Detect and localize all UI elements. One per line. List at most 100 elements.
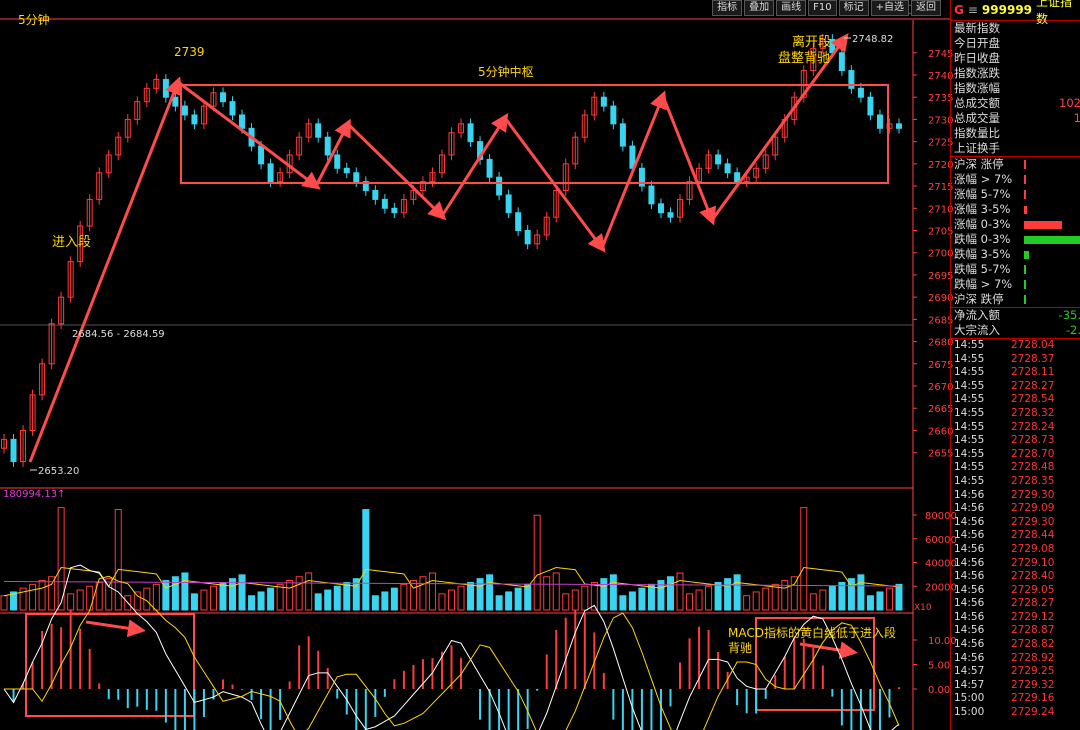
row-label: 跌幅 5-7% <box>954 262 1011 276</box>
y-tick-label: 2655 <box>928 449 953 460</box>
volume-bar <box>781 580 789 611</box>
vol-scale-note: X10 <box>914 603 932 613</box>
toolbar-indicator-button[interactable]: 指标 <box>712 0 743 16</box>
candle <box>324 136 331 156</box>
candle <box>48 323 55 365</box>
trend-arrow <box>661 95 716 226</box>
candle <box>677 198 684 218</box>
macd-tick-label: 10.00 <box>928 636 957 647</box>
macd-dea-line <box>4 575 900 730</box>
volume-bar <box>181 572 189 611</box>
volume-bar <box>495 595 503 611</box>
y-tick-label: 2720 <box>928 160 953 171</box>
candle <box>686 181 693 200</box>
toolbar-overlay-button[interactable]: 叠加 <box>744 0 775 16</box>
trade-time: 14:57 <box>954 678 985 691</box>
volume-bar <box>609 574 617 611</box>
toolbar-mark-button[interactable]: 标记 <box>838 0 869 16</box>
breadth-bar <box>1024 280 1026 289</box>
trade-time: 14:56 <box>954 529 985 542</box>
candle <box>600 96 607 107</box>
candle <box>20 429 27 463</box>
y-tick-label: 2715 <box>928 182 953 193</box>
volume-bar <box>57 507 65 611</box>
volume-bar <box>828 585 836 611</box>
stat-row: 指数量比 <box>951 126 1080 141</box>
volume-bar <box>771 583 779 611</box>
candle <box>819 38 826 49</box>
y-tick-label: 2695 <box>928 271 953 282</box>
candle <box>315 123 322 138</box>
trend-arrow <box>177 80 321 190</box>
stat-row: 指数涨跌 <box>951 66 1080 81</box>
trade-tick: 14:57 2729.32 <box>951 679 1080 693</box>
candle <box>619 123 626 147</box>
y-tick-label: 2675 <box>928 360 953 371</box>
row-label: 涨幅 0-3% <box>954 217 1011 231</box>
candle <box>438 154 445 174</box>
volume-bar <box>857 574 865 611</box>
candle <box>886 123 893 129</box>
volume-bar <box>543 576 551 611</box>
range-label: 2684.56 - 2684.59 <box>72 329 165 340</box>
volume-bar <box>552 572 560 611</box>
volume-bar <box>714 581 722 611</box>
trade-price: 2729.12 <box>1011 610 1055 623</box>
candle <box>458 123 465 134</box>
toolbar-back-button[interactable]: 返回 <box>911 0 941 16</box>
menu-icon[interactable]: ≡ <box>967 3 978 17</box>
volume-bar <box>400 583 408 611</box>
volume-bar <box>838 581 846 611</box>
exit-segment-label: 离开段 <box>792 34 831 50</box>
trade-price: 2728.73 <box>1011 434 1055 447</box>
row-label: 最新指数 <box>954 21 1000 35</box>
breadth-row: 涨幅 3-5% <box>951 202 1080 217</box>
trade-tick: 14:55 2728.32 <box>951 407 1080 421</box>
candle <box>429 172 436 183</box>
candle <box>391 207 398 214</box>
toolbar-watchlist-button[interactable]: +自选 <box>870 0 909 16</box>
breadth-bar <box>1024 295 1026 304</box>
y-tick-label: 2690 <box>928 293 953 304</box>
trade-price: 2728.27 <box>1011 597 1055 610</box>
trade-time: 14:55 <box>954 461 985 474</box>
trade-price: 2728.82 <box>1011 638 1055 651</box>
y-tick-label: 2730 <box>928 115 953 126</box>
candle <box>762 154 769 169</box>
trade-time: 15:00 <box>954 692 985 705</box>
trade-tick: 14:56 2728.87 <box>951 624 1080 638</box>
g-icon[interactable]: G <box>954 3 964 17</box>
volume-bar <box>343 581 351 611</box>
volume-bar <box>362 509 370 611</box>
volume-bar <box>562 593 570 611</box>
candle <box>200 105 207 125</box>
candle <box>838 52 845 72</box>
trade-tick: 14:56 2729.09 <box>951 502 1080 516</box>
volume-bar <box>152 583 160 611</box>
row-label: 涨幅 > 7% <box>954 172 1013 186</box>
toolbar-draw-button[interactable]: 画线 <box>776 0 807 16</box>
stock-code: 999999 <box>981 3 1033 17</box>
macd-annotation-2: 背驰 <box>728 641 752 655</box>
candle <box>524 230 531 245</box>
trade-price: 2729.32 <box>1011 678 1055 691</box>
trade-tick: 14:56 2728.40 <box>951 570 1080 584</box>
trade-tick: 14:56 2728.27 <box>951 597 1080 611</box>
row-label: 沪深 涨停 <box>954 157 1004 171</box>
toolbar-f10-button[interactable]: F10 <box>808 0 837 16</box>
volume-bar <box>467 581 475 611</box>
candle <box>591 96 598 116</box>
volume-bar <box>114 509 122 611</box>
trade-tick: 14:55 2728.54 <box>951 393 1080 407</box>
candle <box>553 190 560 218</box>
candle <box>162 78 169 98</box>
macd-arrow <box>85 619 146 638</box>
breadth-row: 沪深 跌停 <box>951 292 1080 307</box>
trade-tick: 14:56 2729.10 <box>951 557 1080 571</box>
volume-bar <box>590 581 598 611</box>
candle <box>353 172 360 183</box>
trade-time: 14:55 <box>954 379 985 392</box>
trade-price: 2729.16 <box>1011 692 1055 705</box>
breadth-bar <box>1024 175 1026 184</box>
